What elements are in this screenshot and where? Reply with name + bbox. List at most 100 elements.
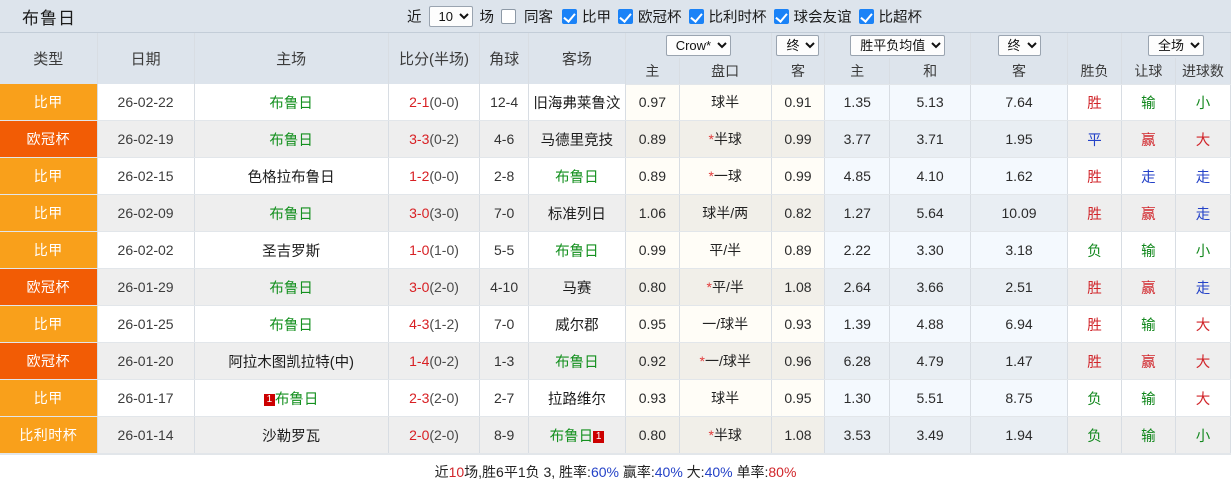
result-scope-select[interactable]: 全场	[1147, 35, 1204, 56]
cell-score: 2-3(2-0)	[388, 379, 481, 417]
cell-away-team[interactable]: 布鲁日	[528, 231, 626, 269]
cell-type[interactable]: 比甲	[0, 379, 98, 417]
page-title: 布鲁日	[22, 8, 76, 28]
cell-type[interactable]: 比甲	[0, 305, 98, 343]
checkbox-icon[interactable]	[562, 9, 577, 24]
cell-home-team[interactable]: 色格拉布鲁日	[194, 157, 389, 195]
table-header-bottom: 主 盘口 客 主 和 客 胜负 让球 进球数	[0, 58, 1231, 85]
league-filter-bichaobei[interactable]: 比超杯	[855, 6, 924, 27]
same-venue-label: 同客	[524, 10, 553, 26]
checkbox-icon[interactable]	[618, 9, 633, 24]
match-score: 3-3(0-2)	[409, 131, 459, 147]
asterisk-icon: *	[699, 353, 705, 369]
cell-euro-away: 1.47	[970, 342, 1069, 380]
cell-type[interactable]: 比甲	[0, 84, 98, 121]
league-filter-qiuhuiyouyi[interactable]: 球会友谊	[770, 6, 853, 27]
table-row[interactable]: 比甲 26-01-17 1 布鲁日 2-3(2-0) 2-7 拉路维尔 0.93 球半 0.95 1…	[0, 379, 1231, 417]
cell-away-team[interactable]: 布鲁日 1	[528, 416, 626, 454]
cell-home-team[interactable]: 圣吉罗斯	[194, 231, 389, 269]
cell-score: 1-0(1-0)	[388, 231, 481, 269]
league-filter-ouguanbei[interactable]: 欧冠杯	[614, 6, 683, 27]
cell-away-team[interactable]: 旧海弗莱鲁汶	[528, 84, 626, 121]
cell-type[interactable]: 比甲	[0, 194, 98, 232]
cell-result-goals: 大	[1175, 379, 1231, 417]
table-row[interactable]: 比甲 26-02-15 色格拉布鲁日 1-2(0-0) 2-8 布鲁日 0.89 *一球 0.9…	[0, 157, 1231, 195]
cell-result-handicap: 输	[1121, 379, 1176, 417]
checkbox-icon[interactable]	[688, 9, 704, 24]
cell-home-team[interactable]: 1 布鲁日	[194, 379, 389, 417]
table-row[interactable]: 欧冠杯 26-01-29 布鲁日 3-0(2-0) 4-10 马赛 0.80 *平/半 1.08…	[0, 268, 1231, 306]
euro-time-select[interactable]: 终	[997, 35, 1041, 56]
cell-away-team[interactable]: 威尔郡	[528, 305, 626, 343]
cell-home-team[interactable]: 沙勒罗瓦	[194, 416, 389, 454]
cell-result-wdl: 负	[1067, 416, 1122, 454]
cell-corner: 1-3	[479, 342, 529, 380]
odds-source-select[interactable]: Crow*	[665, 35, 731, 56]
cell-home-team[interactable]: 布鲁日	[194, 84, 389, 121]
cell-result-goals: 小	[1175, 416, 1231, 454]
cell-euro-away: 6.94	[970, 305, 1069, 343]
cell-result-wdl: 胜	[1067, 157, 1122, 195]
team-count-badge: 1	[263, 393, 275, 406]
cell-home-team[interactable]: 布鲁日	[194, 268, 389, 306]
same-venue-checkbox[interactable]	[501, 9, 516, 24]
cell-result-goals: 走	[1175, 268, 1231, 306]
cell-euro-draw: 3.30	[889, 231, 971, 269]
cell-home-team[interactable]: 布鲁日	[194, 305, 389, 343]
asterisk-icon: *	[706, 279, 712, 295]
cell-away-team[interactable]: 马德里竞技	[528, 120, 626, 158]
league-filter-bilishibei[interactable]: 比利时杯	[685, 6, 768, 27]
table-row[interactable]: 比甲 26-02-02 圣吉罗斯 1-0(1-0) 5-5 布鲁日 0.99 平/半 0.89 2…	[0, 231, 1231, 269]
team-name: 色格拉布鲁日	[247, 169, 335, 186]
table-row[interactable]: 比甲 26-02-09 布鲁日 3-0(3-0) 7-0 标准列日 1.06 球半/两 0.82…	[0, 194, 1231, 232]
cell-odds-home: 0.92	[625, 342, 680, 380]
table-row[interactable]: 欧冠杯 26-02-19 布鲁日 3-3(0-2) 4-6 马德里竞技 0.89 *半球 0.9…	[0, 120, 1231, 158]
cell-corner: 4-6	[479, 120, 529, 158]
cell-away-team[interactable]: 布鲁日	[528, 342, 626, 380]
cell-away-team[interactable]: 马赛	[528, 268, 626, 306]
table-row[interactable]: 比甲 26-01-25 布鲁日 4-3(1-2) 7-0 威尔郡 0.95 一/球半 0.93 1…	[0, 305, 1231, 343]
cell-home-team[interactable]: 阿拉木图凯拉特(中)	[194, 342, 389, 380]
league-filter-bijia[interactable]: 比甲	[558, 6, 612, 27]
euro-odds-select[interactable]: 胜平负均值	[850, 35, 946, 56]
cell-type[interactable]: 欧冠杯	[0, 342, 98, 380]
cell-type[interactable]: 比利时杯	[0, 416, 98, 454]
cell-score: 2-1(0-0)	[388, 84, 481, 121]
cell-type[interactable]: 欧冠杯	[0, 268, 98, 306]
corner-score: 4-10	[490, 279, 519, 295]
recent-count-select[interactable]: 10	[428, 6, 473, 27]
cell-type[interactable]: 比甲	[0, 231, 98, 269]
col-result-handicap: 让球	[1121, 58, 1176, 85]
checkbox-icon[interactable]	[773, 9, 789, 24]
match-score: 2-0(2-0)	[409, 427, 459, 443]
cell-date: 26-01-20	[97, 342, 195, 380]
cell-result-goals: 小	[1175, 84, 1231, 121]
cell-away-team[interactable]: 布鲁日	[528, 157, 626, 195]
table-row[interactable]: 欧冠杯 26-01-20 阿拉木图凯拉特(中) 1-4(0-2) 1-3 布鲁日 0.92 *…	[0, 342, 1231, 380]
cell-date: 26-02-15	[97, 157, 195, 195]
cell-type[interactable]: 比甲	[0, 157, 98, 195]
checkbox-icon[interactable]	[858, 9, 874, 24]
odds-time-select[interactable]: 终	[776, 35, 820, 56]
league-badge: 比利时杯	[0, 417, 97, 453]
cell-result-handicap: 赢	[1121, 342, 1176, 380]
team-name: 布鲁日	[555, 243, 599, 260]
match-date: 26-02-09	[117, 205, 174, 221]
table-row[interactable]: 比利时杯 26-01-14 沙勒罗瓦 2-0(2-0) 8-9 布鲁日 1 0.80 *半球 1.…	[0, 416, 1231, 454]
table-row[interactable]: 比甲 26-02-22 布鲁日 2-1(0-0) 12-4 旧海弗莱鲁汶 0.97 球半 0.9…	[0, 84, 1231, 121]
col-euro-away: 客	[970, 58, 1069, 85]
cell-odds-home: 0.80	[625, 268, 680, 306]
cell-home-team[interactable]: 布鲁日	[194, 120, 389, 158]
cell-home-team[interactable]: 布鲁日	[194, 194, 389, 232]
cell-euro-away: 8.75	[970, 379, 1069, 417]
match-score: 1-2(0-0)	[409, 168, 459, 184]
cell-away-team[interactable]: 拉路维尔	[528, 379, 626, 417]
cell-type[interactable]: 欧冠杯	[0, 120, 98, 158]
team-name: 布鲁日	[555, 169, 599, 186]
corner-score: 7-0	[494, 316, 515, 332]
cell-away-team[interactable]: 标准列日	[528, 194, 626, 232]
handicap-value: 球半	[711, 390, 740, 406]
team-name: 圣吉罗斯	[262, 243, 321, 260]
cell-odds-away: 0.82	[771, 194, 826, 232]
